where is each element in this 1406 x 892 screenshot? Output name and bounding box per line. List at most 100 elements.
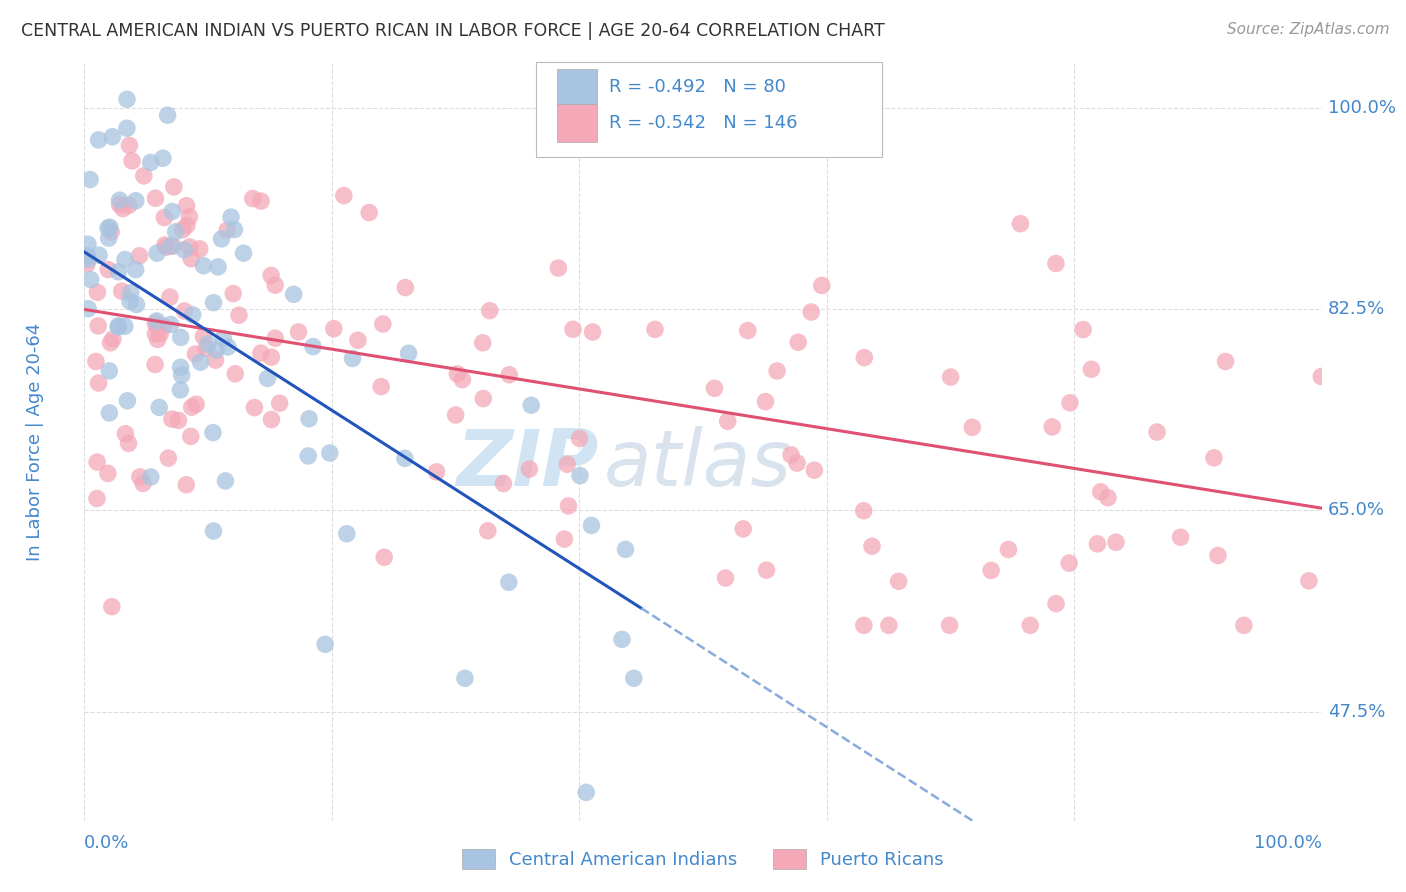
Point bbox=[132, 169, 155, 183]
Point bbox=[108, 193, 131, 207]
Point bbox=[222, 286, 245, 301]
Point bbox=[519, 462, 541, 476]
Point bbox=[703, 381, 725, 395]
Point bbox=[87, 318, 110, 333]
Point bbox=[167, 413, 190, 427]
Point bbox=[98, 220, 121, 235]
Point bbox=[160, 412, 183, 426]
Text: 100.0%: 100.0% bbox=[1254, 834, 1322, 853]
Point bbox=[79, 172, 101, 186]
Point bbox=[125, 297, 148, 311]
Point bbox=[107, 320, 129, 334]
Point bbox=[217, 223, 239, 237]
Point bbox=[754, 394, 776, 409]
Point bbox=[180, 400, 202, 414]
Point bbox=[114, 252, 136, 267]
Point bbox=[201, 425, 224, 440]
Point bbox=[569, 468, 592, 483]
Point bbox=[207, 260, 229, 274]
Point bbox=[153, 238, 176, 252]
Point bbox=[195, 341, 218, 355]
Point bbox=[160, 239, 183, 253]
Point bbox=[108, 197, 131, 211]
Text: atlas: atlas bbox=[605, 426, 792, 502]
Point bbox=[887, 574, 910, 589]
Point bbox=[269, 396, 291, 410]
Point bbox=[205, 343, 228, 357]
Point bbox=[853, 351, 876, 365]
Point bbox=[852, 618, 875, 632]
Point bbox=[557, 499, 579, 513]
Point bbox=[242, 192, 264, 206]
Point bbox=[260, 350, 283, 364]
Point bbox=[610, 632, 633, 647]
Point bbox=[100, 335, 122, 350]
Point bbox=[145, 326, 167, 341]
Point bbox=[169, 360, 191, 375]
Point bbox=[394, 280, 416, 294]
Point bbox=[1206, 549, 1229, 563]
Point bbox=[575, 785, 598, 799]
Point bbox=[174, 477, 197, 491]
Point bbox=[170, 330, 193, 344]
Point bbox=[359, 205, 381, 219]
Point bbox=[97, 231, 120, 245]
Point bbox=[146, 332, 169, 346]
Point bbox=[87, 248, 110, 262]
Point bbox=[547, 261, 569, 276]
Text: 47.5%: 47.5% bbox=[1327, 703, 1385, 721]
Point bbox=[786, 456, 808, 470]
Point bbox=[803, 463, 825, 477]
Point bbox=[623, 671, 645, 685]
Point bbox=[170, 368, 193, 382]
Point bbox=[211, 232, 233, 246]
Point bbox=[111, 202, 134, 216]
Point bbox=[125, 194, 148, 208]
Point bbox=[152, 319, 174, 334]
Point bbox=[173, 243, 195, 257]
Point bbox=[472, 392, 495, 406]
Point bbox=[1057, 556, 1080, 570]
Point bbox=[287, 325, 309, 339]
Point bbox=[553, 532, 575, 546]
Point bbox=[190, 355, 212, 369]
Point bbox=[165, 225, 187, 239]
Point bbox=[1298, 574, 1320, 588]
Point bbox=[755, 563, 778, 577]
Point bbox=[98, 406, 121, 420]
Point bbox=[107, 318, 129, 333]
Point bbox=[394, 451, 416, 466]
Point bbox=[1146, 425, 1168, 439]
Point bbox=[800, 305, 823, 319]
Point bbox=[1202, 450, 1225, 465]
Point bbox=[260, 268, 283, 283]
Point bbox=[143, 358, 166, 372]
Text: 0.0%: 0.0% bbox=[84, 834, 129, 853]
Point bbox=[121, 153, 143, 168]
Point bbox=[373, 550, 395, 565]
Point bbox=[398, 346, 420, 360]
Point bbox=[145, 314, 167, 328]
Point bbox=[120, 285, 142, 300]
Text: 65.0%: 65.0% bbox=[1327, 501, 1385, 519]
Point bbox=[179, 210, 201, 224]
Point bbox=[370, 379, 392, 393]
Point bbox=[156, 108, 179, 122]
Point bbox=[163, 179, 186, 194]
Point bbox=[644, 322, 666, 336]
Point bbox=[146, 319, 169, 334]
Point bbox=[159, 318, 181, 332]
Point bbox=[336, 526, 359, 541]
FancyBboxPatch shape bbox=[536, 62, 883, 157]
Point bbox=[128, 470, 150, 484]
Point bbox=[193, 259, 215, 273]
Point bbox=[76, 249, 98, 263]
Point bbox=[860, 539, 883, 553]
Point bbox=[143, 316, 166, 330]
Point bbox=[562, 322, 585, 336]
Point bbox=[478, 303, 501, 318]
Point bbox=[780, 448, 803, 462]
Point bbox=[214, 474, 236, 488]
Point bbox=[202, 524, 225, 538]
Point bbox=[298, 411, 321, 425]
